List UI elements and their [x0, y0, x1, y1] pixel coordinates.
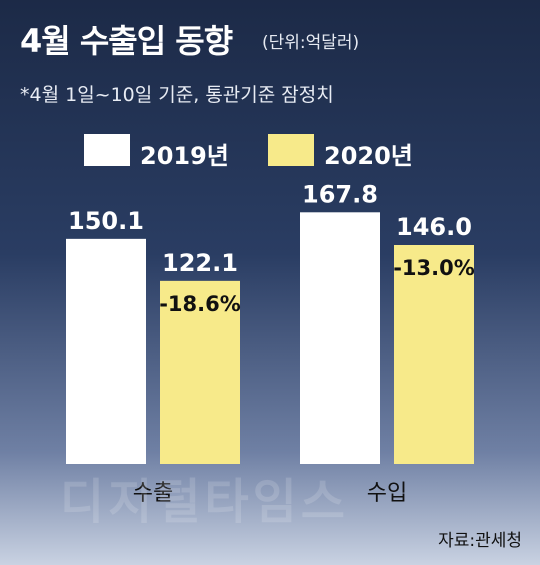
legend-swatch-2020 — [268, 134, 314, 166]
source-label: 자료:관세청 — [438, 531, 522, 551]
bar-2020-1 — [394, 245, 474, 464]
bar-2020-0 — [160, 280, 240, 464]
change-label-1: -13.0% — [393, 256, 475, 280]
watermark-text: 디지털타임스 — [60, 474, 349, 530]
chart-subtitle: *4월 1일~10일 기준, 통관기준 잠정치 — [20, 84, 334, 106]
chart-title: 4월 수출입 동향 — [20, 22, 233, 60]
category-label-0: 수출 — [133, 481, 173, 506]
change-label-0: -18.6% — [159, 292, 241, 316]
legend-swatch-2019 — [84, 134, 130, 166]
legend-label-2019: 2019년 — [140, 142, 229, 170]
category-label-1: 수입 — [367, 481, 407, 506]
value-label-2020-0: 122.1 — [162, 249, 238, 277]
value-label-2019-0: 150.1 — [68, 207, 144, 235]
bar-2019-0 — [66, 238, 146, 464]
legend-label-2020: 2020년 — [324, 142, 413, 170]
value-label-2020-1: 146.0 — [396, 213, 472, 241]
unit-label: (단위:억달러) — [262, 33, 360, 53]
value-label-2019-1: 167.8 — [302, 180, 378, 208]
bar-2019-1 — [300, 212, 380, 464]
